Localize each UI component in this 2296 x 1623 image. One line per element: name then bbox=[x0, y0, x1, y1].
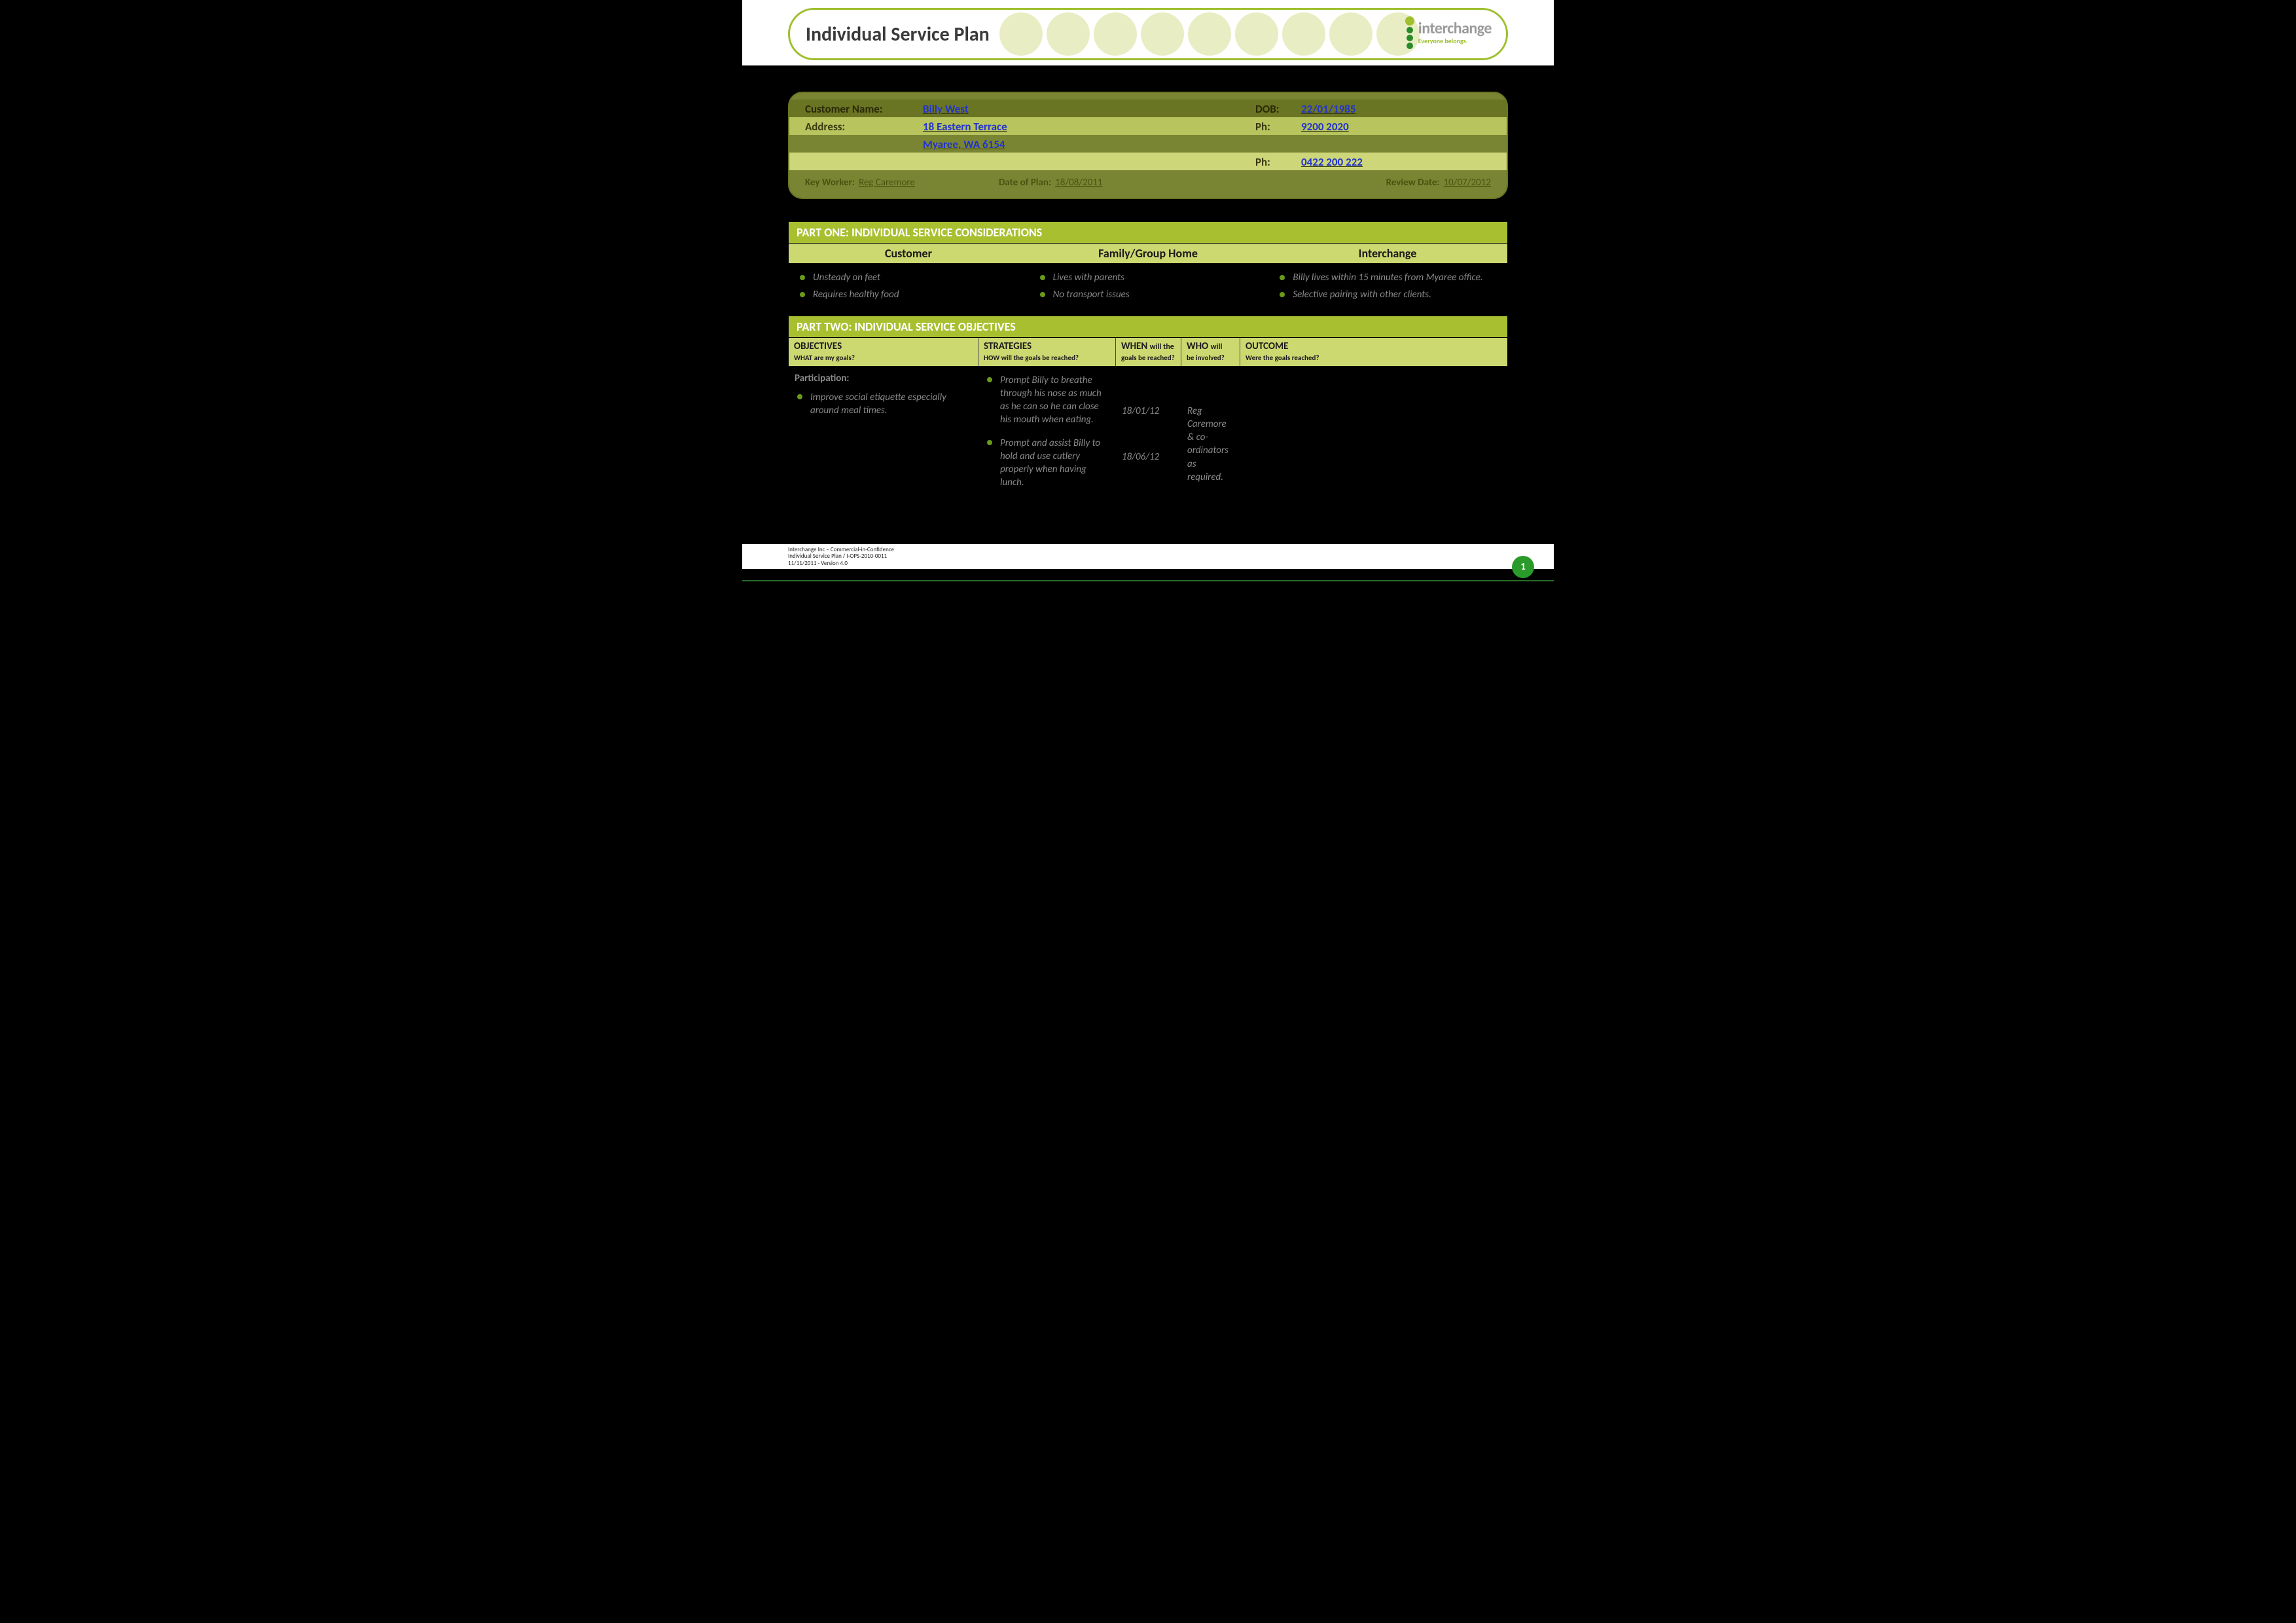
customer-name-value: Billy West bbox=[923, 102, 969, 116]
part-two-heading: PART TWO: INDIVIDUAL SERVICE OBJECTIVES bbox=[788, 316, 1508, 338]
info-row-address2: Myaree, WA 6154 bbox=[789, 135, 1507, 153]
header-circles-deco bbox=[999, 10, 1420, 58]
page-title: Individual Service Plan bbox=[806, 22, 990, 46]
obj-cell-who: Reg Caremore & co-ordinators as required… bbox=[1181, 371, 1240, 517]
list-item: Lives with parents bbox=[1036, 269, 1261, 286]
logo: interchange Everyone belongs. bbox=[1405, 16, 1492, 49]
list-item: Selective pairing with other clients. bbox=[1276, 286, 1500, 303]
header-pill: Individual Service Plan interchange Ever… bbox=[788, 8, 1508, 60]
review-date-value: 10/07/2012 bbox=[1444, 177, 1491, 189]
logo-text: interchange Everyone belongs. bbox=[1418, 21, 1492, 45]
objectives-header: OBJECTIVES WHAT are my goals? STRATEGIES… bbox=[788, 338, 1508, 367]
date-of-plan-label: Date of Plan: bbox=[999, 177, 1051, 189]
footer-line2: Individual Service Plan / I-OPS-2010-001… bbox=[788, 553, 1508, 560]
logo-icon bbox=[1405, 16, 1414, 49]
ph1-label: Ph: bbox=[1255, 120, 1301, 134]
cons-col-family: Lives with parents No transport issues bbox=[1028, 269, 1268, 304]
key-worker-label: Key Worker: bbox=[805, 177, 855, 189]
customer-name-label: Customer Name: bbox=[805, 102, 923, 116]
obj-cell-strategies: Prompt Billy to breathe through his nose… bbox=[978, 371, 1115, 517]
list-item: Requires healthy food bbox=[796, 286, 1020, 303]
brand-name: interchange bbox=[1418, 21, 1492, 37]
footer-text: Interchange Inc – Commercial-in-Confiden… bbox=[788, 547, 1508, 568]
footer-rule bbox=[742, 580, 1554, 581]
ph2-label: Ph: bbox=[1255, 155, 1301, 169]
dob-value: 22/01/1985 bbox=[1301, 102, 1356, 116]
obj-subhead: Participation: bbox=[795, 372, 971, 385]
footer-line1: Interchange Inc – Commercial-in-Confiden… bbox=[788, 547, 1508, 554]
header-band: Individual Service Plan interchange Ever… bbox=[742, 0, 1554, 65]
obj-head-when: WHEN will the goals be reached? bbox=[1116, 338, 1181, 366]
obj-head-strategies: STRATEGIES HOW will the goals be reached… bbox=[978, 338, 1116, 366]
obj-cell-when: 18/01/12 18/06/12 bbox=[1115, 371, 1181, 517]
date-of-plan-value: 18/08/2011 bbox=[1055, 177, 1102, 189]
obj-cell-outcome bbox=[1240, 371, 1508, 517]
page-number-badge: 1 bbox=[1512, 556, 1534, 578]
brand-tagline: Everyone belongs. bbox=[1418, 38, 1492, 45]
address-line1-value: 18 Eastern Terrace bbox=[923, 120, 1007, 134]
phone1-value: 9200 2020 bbox=[1301, 120, 1349, 134]
info-row-phone2: Ph: 0422 200 222 bbox=[789, 153, 1507, 170]
list-item: No transport issues bbox=[1036, 286, 1261, 303]
cons-col-customer: Unsteady on feet Requires healthy food bbox=[788, 269, 1028, 304]
key-worker-value: Reg Caremore bbox=[859, 177, 915, 189]
list-item: Billy lives within 15 minutes from Myare… bbox=[1276, 269, 1500, 286]
phone2-value: 0422 200 222 bbox=[1301, 155, 1363, 169]
objectives-body: Participation: Improve social etiquette … bbox=[788, 367, 1508, 524]
content: Customer Name: Billy West DOB: 22/01/198… bbox=[742, 92, 1554, 524]
info-row-keyworker: Key Worker: Reg Caremore Date of Plan: 1… bbox=[789, 170, 1507, 189]
list-item: Improve social etiquette especially arou… bbox=[795, 389, 971, 426]
address-label: Address: bbox=[805, 120, 923, 134]
footer-line3: 11/11/2011 - Version 4.0 bbox=[788, 560, 1508, 568]
dob-label: DOB: bbox=[1255, 102, 1301, 116]
cons-col3-title: Interchange bbox=[1268, 244, 1507, 263]
customer-info-box: Customer Name: Billy West DOB: 22/01/198… bbox=[788, 92, 1508, 199]
info-row-name: Customer Name: Billy West DOB: 22/01/198… bbox=[789, 100, 1507, 117]
cons-col1-title: Customer bbox=[789, 244, 1028, 263]
cons-col2-title: Family/Group Home bbox=[1028, 244, 1268, 263]
when-date-1: 18/01/12 bbox=[1122, 372, 1174, 418]
footer: Interchange Inc – Commercial-in-Confiden… bbox=[742, 543, 1554, 570]
cons-col-interchange: Billy lives within 15 minutes from Myare… bbox=[1268, 269, 1508, 304]
info-row-address1: Address: 18 Eastern Terrace Ph: 9200 202… bbox=[789, 117, 1507, 135]
part-one-heading: PART ONE: INDIVIDUAL SERVICE CONSIDERATI… bbox=[788, 221, 1508, 244]
considerations-body: Unsteady on feet Requires healthy food L… bbox=[788, 264, 1508, 316]
review-date-label: Review Date: bbox=[1386, 177, 1440, 189]
address-line2-value: Myaree, WA 6154 bbox=[923, 137, 1005, 151]
obj-head-objectives: OBJECTIVES WHAT are my goals? bbox=[789, 338, 978, 366]
obj-head-who: WHO will be involved? bbox=[1181, 338, 1240, 366]
obj-cell-objectives: Participation: Improve social etiquette … bbox=[788, 371, 978, 517]
when-date-2: 18/06/12 bbox=[1122, 418, 1174, 464]
list-item: Unsteady on feet bbox=[796, 269, 1020, 286]
list-item: Prompt and assist Billy to hold and use … bbox=[984, 435, 1109, 498]
list-item: Prompt Billy to breathe through his nose… bbox=[984, 372, 1109, 435]
considerations-header: Customer Family/Group Home Interchange bbox=[788, 244, 1508, 264]
who-value: Reg Caremore & co-ordinators as required… bbox=[1187, 372, 1233, 484]
obj-head-outcome: OUTCOME Were the goals reached? bbox=[1240, 338, 1507, 366]
